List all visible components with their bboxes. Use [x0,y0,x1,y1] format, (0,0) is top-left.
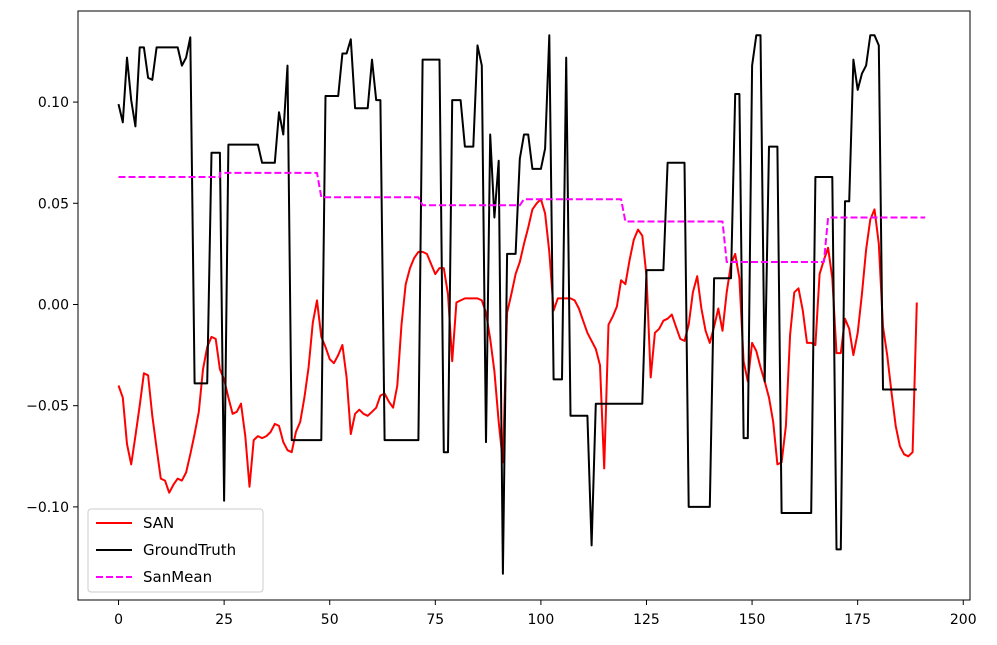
x-tick-label: 200 [950,612,977,628]
x-tick-label: 150 [739,612,766,628]
x-tick-label: 100 [528,612,555,628]
y-tick-label: 0.00 [38,297,69,313]
legend-label-groundtruth: GroundTruth [143,541,236,559]
legend-label-san: SAN [143,514,174,532]
x-tick-label: 0 [114,612,123,628]
legend: SAN GroundTruth SanMean [87,508,264,593]
y-tick-label: −0.10 [26,500,69,516]
y-axis: −0.10 −0.05 0.00 0.05 0.10 [26,95,78,516]
series-line-sanmean [118,171,926,263]
series-layer [117,34,926,575]
legend-label-sanmean: SanMean [143,568,212,586]
plot-frame [77,10,971,601]
x-tick-label: 125 [633,612,660,628]
x-tick-label: 175 [844,612,871,628]
x-axis: 0 25 50 75 100 125 150 175 200 [114,600,977,628]
series-line-san [117,198,918,494]
series-line-groundtruth [117,34,917,575]
x-tick-label: 50 [321,612,339,628]
x-tick-label: 75 [426,612,444,628]
y-tick-label: 0.05 [38,196,69,212]
legend-box [87,508,264,593]
y-tick-label: 0.10 [38,95,69,111]
y-tick-label: −0.05 [26,399,69,415]
x-tick-label: 25 [215,612,233,628]
